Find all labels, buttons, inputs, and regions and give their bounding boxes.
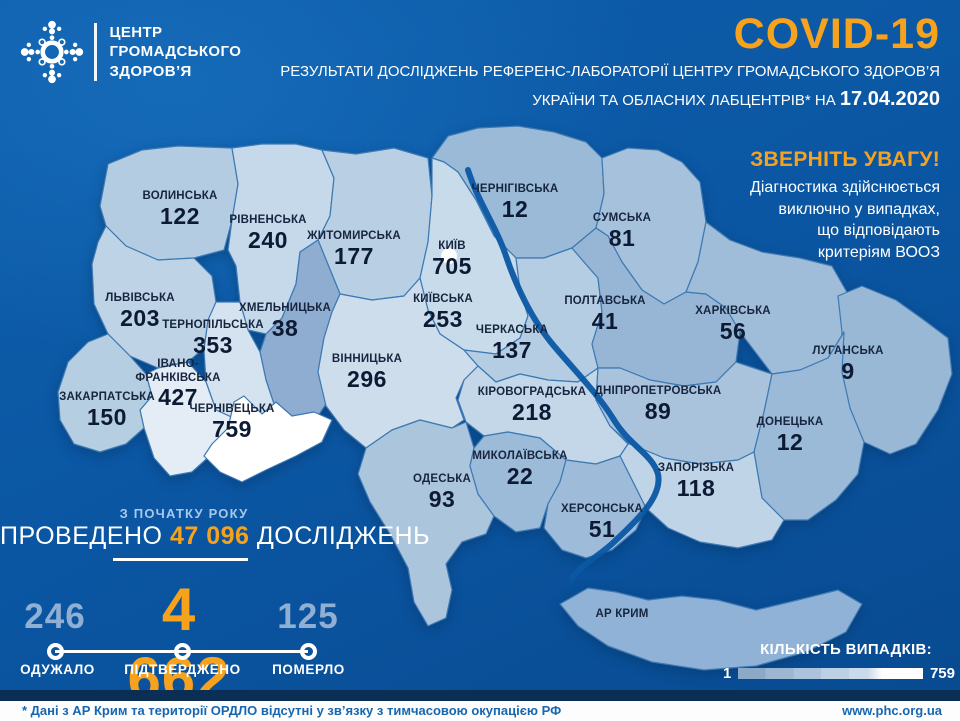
divider-line — [113, 558, 248, 561]
died-count: 125 — [277, 597, 339, 636]
legend-gradient-bar — [738, 668, 923, 679]
timeline-dot-recovered — [46, 643, 64, 660]
conducted-value: 47 096 — [169, 522, 250, 550]
cases-legend: КІЛЬКІСТЬ ВИПАДКІВ: 1 759 — [723, 641, 955, 682]
summary-stats: З ПОЧАТКУ РОКУ ПРОВЕДЕНО 47 096 ДОСЛІДЖЕ… — [0, 503, 429, 712]
region-shape-chernivetska — [203, 395, 333, 483]
legend-row: 1 759 — [723, 665, 955, 682]
region-shape-mykolaivska — [469, 431, 567, 533]
website-url: www.phc.org.ua — [842, 703, 942, 718]
region-shape-zakarpatska — [57, 333, 153, 453]
subtitle-line1: РЕЗУЛЬТАТИ ДОСЛІДЖЕНЬ РЕФЕРЕНС-ЛАБОРАТОР… — [280, 63, 940, 81]
org-name-line2: ГРОМАДСЬКОГО — [109, 43, 242, 61]
notice-line: Діагностика здійснюється — [750, 179, 940, 196]
recovered-label: ОДУЖАЛО — [20, 662, 95, 677]
logo: ЦЕНТР ГРОМАДСЬКОГО ЗДОРОВ’Я — [20, 20, 241, 84]
legend-min-value: 1 — [723, 665, 732, 682]
region-shape-vinnytska — [317, 277, 479, 449]
legend-title: КІЛЬКІСТЬ ВИПАДКІВ: — [760, 641, 932, 658]
notice-block: ЗВЕРНІТЬ УВАГУ! Діагностика здійснюється… — [750, 148, 940, 263]
died-label: ПОМЕРЛО — [272, 662, 345, 677]
crimea-footnote: * Дані з АР Крим та території ОРДЛО відс… — [22, 703, 562, 718]
page-title: COVID-19 — [733, 10, 940, 58]
timeline-dot-confirmed — [173, 643, 191, 660]
report-date: 17.04.2020 — [839, 87, 940, 110]
region-shape-odeska — [357, 419, 495, 627]
conducted-suffix: ДОСЛІДЖЕНЬ — [256, 522, 430, 550]
notice-line: виключно у випадках, — [778, 200, 940, 218]
region-shape-krym — [559, 587, 863, 671]
recovered-count: 246 — [24, 597, 86, 636]
timeline-dot-died — [299, 643, 317, 660]
region-shape-zhytomyrska — [317, 147, 433, 301]
notice-title: ЗВЕРНІТЬ УВАГУ! — [750, 148, 940, 171]
region-shape-lvivska — [91, 225, 217, 369]
conducted-prefix: ПРОВЕДЕНО — [0, 522, 163, 550]
subtitle: РЕЗУЛЬТАТИ ДОСЛІДЖЕНЬ РЕФЕРЕНС-ЛАБОРАТОР… — [280, 61, 940, 114]
confirmed-label: ПІДТВЕРДЖЕНО — [124, 662, 241, 677]
period-label: З ПОЧАТКУ РОКУ — [119, 506, 249, 521]
logo-divider — [94, 23, 97, 81]
org-name: ЦЕНТР ГРОМАДСЬКОГО ЗДОРОВ’Я — [110, 23, 242, 82]
org-name-line3: ЗДОРОВ’Я — [109, 62, 192, 80]
phc-logo-icon — [20, 20, 84, 84]
subtitle-line2: УКРАЇНИ ТА ОБЛАСНИХ ЛАБЦЕНТРІВ* НА — [532, 91, 840, 109]
dnipro-river — [465, 167, 662, 581]
header: COVID-19 РЕЗУЛЬТАТИ ДОСЛІДЖЕНЬ РЕФЕРЕНС-… — [280, 10, 940, 114]
tests-conducted: ПРОВЕДЕНО 47 096 ДОСЛІДЖЕНЬ — [0, 522, 429, 551]
notice-line: критеріям ВООЗ — [817, 243, 940, 261]
kyiv-city-dot — [441, 248, 457, 264]
footer-shadow-bar — [0, 690, 960, 701]
org-name-line1: ЦЕНТР — [109, 23, 163, 41]
footer: * Дані з АР Крим та території ОРДЛО відс… — [0, 701, 960, 721]
notice-line: що відповідають — [817, 222, 940, 240]
legend-max-value: 759 — [929, 665, 955, 682]
